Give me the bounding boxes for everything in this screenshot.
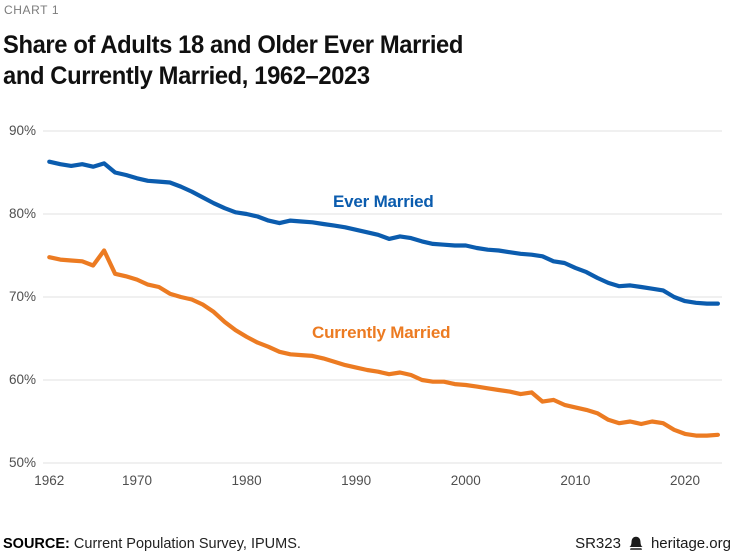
heritage-bell-icon <box>629 536 643 550</box>
report-id: SR323 <box>575 535 621 552</box>
source-note: SOURCE: Current Population Survey, IPUMS… <box>3 536 301 552</box>
line-ever-married <box>47 159 721 306</box>
series-label-currently-married: Currently Married <box>312 323 451 342</box>
source-text: Current Population Survey, IPUMS. <box>69 536 301 552</box>
x-tick-label-1980: 1980 <box>231 473 262 488</box>
x-tick-label-1970: 1970 <box>121 473 152 488</box>
footer-brand: SR323 heritage.org <box>575 535 731 552</box>
x-tick-label-1990: 1990 <box>341 473 372 488</box>
title-line-1: Share of Adults 18 and Older Ever Marrie… <box>3 31 464 59</box>
site-link: heritage.org <box>650 535 731 552</box>
x-tick-label-2020: 2020 <box>669 473 701 488</box>
source-label: SOURCE: <box>3 536 70 552</box>
y-tick-label-50: 50% <box>8 455 36 470</box>
line-currently-married <box>47 248 721 438</box>
y-tick-label-90: 90% <box>8 123 36 138</box>
x-tick-label-1962: 1962 <box>34 473 65 488</box>
x-tick-label-2010: 2010 <box>560 473 591 488</box>
chart-kicker: CHART 1 <box>4 3 60 17</box>
series-label-ever-married: Ever Married <box>333 192 434 211</box>
x-tick-label-2000: 2000 <box>450 473 481 488</box>
page-title: Share of Adults 18 and Older Ever Marrie… <box>3 30 734 92</box>
y-tick-label-70: 70% <box>8 289 36 304</box>
y-tick-label-80: 80% <box>8 206 36 221</box>
y-tick-label-60: 60% <box>8 372 36 387</box>
title-line-2: and Currently Married, 1962–2023 <box>3 62 370 90</box>
